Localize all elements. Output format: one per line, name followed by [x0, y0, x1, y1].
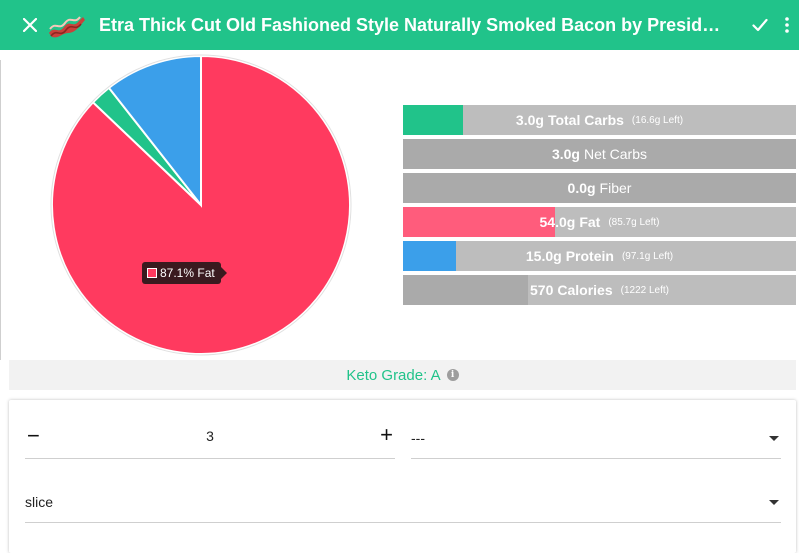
- bar-label: Fiber: [599, 180, 632, 196]
- bar-protein: 15.0g Protein (97.1g Left): [403, 241, 796, 271]
- macro-pie-chart: [46, 50, 356, 360]
- unit-value: slice: [25, 494, 54, 510]
- bacon-icon: [49, 16, 85, 38]
- check-icon: [752, 18, 768, 32]
- bar-remaining: (16.6g Left): [631, 114, 684, 126]
- close-icon: [23, 18, 37, 32]
- tooltip-label: Fat: [197, 266, 215, 280]
- bar-calories: 570 Calories (1222 Left): [403, 275, 796, 305]
- bar-value: 15.0g: [525, 248, 562, 264]
- bar-fiber: 0.0g Fiber: [403, 173, 796, 203]
- unit-select[interactable]: slice: [25, 480, 781, 523]
- info-icon[interactable]: i: [446, 369, 459, 381]
- pie-slice-protein[interactable]: [107, 54, 202, 208]
- bar-label: Fat: [579, 214, 601, 230]
- bar-label: Calories: [557, 282, 613, 298]
- pie-outline: [50, 54, 352, 356]
- bar-total-carbs: 3.0g Total Carbs (16.6g Left): [403, 105, 796, 135]
- bar-value: 3.0g: [551, 146, 580, 162]
- quantity-input[interactable]: 3: [206, 428, 214, 444]
- bar-label: Total Carbs: [547, 112, 624, 128]
- decrement-button[interactable]: −: [27, 423, 40, 448]
- bar-fill: [403, 207, 556, 237]
- serving-size-value: ---: [411, 430, 425, 446]
- bar-value: 0.0g: [567, 180, 596, 196]
- bar-fill: [403, 241, 456, 271]
- more-options-button[interactable]: [775, 0, 799, 50]
- bar-value: 3.0g: [515, 112, 544, 128]
- bar-fill: [403, 105, 464, 135]
- bar-remaining: (97.1g Left): [621, 250, 674, 262]
- pie-tooltip: 87.1% Fat: [142, 262, 227, 284]
- bar-label: Protein: [565, 248, 614, 264]
- keto-grade: Keto Grade: A i: [9, 360, 796, 390]
- save-button[interactable]: [745, 0, 775, 50]
- bar-label: Net Carbs: [583, 146, 648, 162]
- macro-bars: 3.0g Total Carbs (16.6g Left) 3.0g Net Carb…: [403, 105, 796, 309]
- tooltip-percent: 87.1%: [160, 266, 195, 280]
- quantity-stepper: − 3 +: [25, 416, 395, 459]
- tooltip-swatch: [147, 268, 157, 278]
- more-vert-icon: [785, 17, 789, 33]
- bar-value: 54.0g: [539, 214, 576, 230]
- app-header: Etra Thick Cut Old Fashioned Style Natur…: [0, 0, 799, 50]
- serving-card: − 3 + --- slice: [9, 400, 796, 553]
- left-divider: [0, 60, 1, 360]
- keto-grade-text: Keto Grade: A: [346, 366, 441, 384]
- bar-fill: [403, 275, 528, 305]
- bar-remaining: (1222 Left): [620, 284, 669, 296]
- dropdown-caret-icon: [769, 500, 779, 505]
- increment-button[interactable]: +: [380, 422, 393, 447]
- page-title: Etra Thick Cut Old Fashioned Style Natur…: [99, 15, 729, 35]
- bar-remaining: (85.7g Left): [608, 216, 660, 228]
- close-button[interactable]: [15, 0, 45, 50]
- bar-net-carbs: 3.0g Net Carbs: [403, 139, 796, 169]
- bar-fat: 54.0g Fat (85.7g Left): [403, 207, 796, 237]
- serving-size-select[interactable]: ---: [411, 416, 781, 459]
- bar-value: 570: [530, 282, 554, 298]
- dropdown-caret-icon: [769, 436, 779, 441]
- pie-svg: [50, 54, 352, 356]
